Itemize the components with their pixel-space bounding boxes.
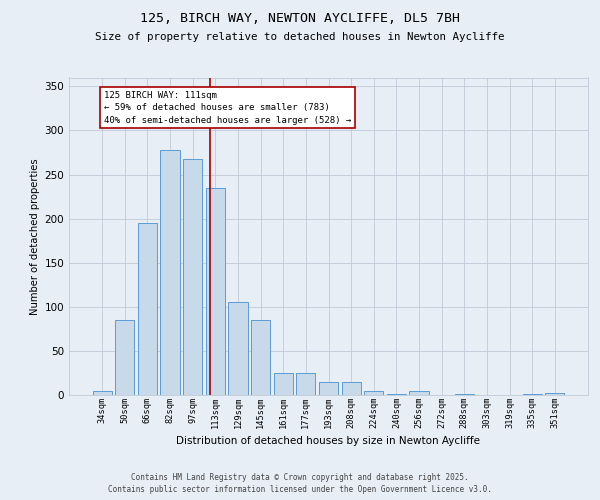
X-axis label: Distribution of detached houses by size in Newton Aycliffe: Distribution of detached houses by size …	[176, 436, 481, 446]
Bar	[455, 394, 474, 395]
Bar	[274, 373, 293, 395]
Bar	[160, 150, 180, 395]
Bar	[341, 382, 361, 395]
Text: Size of property relative to detached houses in Newton Aycliffe: Size of property relative to detached ho…	[95, 32, 505, 42]
Y-axis label: Number of detached properties: Number of detached properties	[30, 158, 40, 314]
Bar	[229, 302, 248, 395]
Bar	[545, 393, 565, 395]
Bar	[364, 390, 383, 395]
Text: 125, BIRCH WAY, NEWTON AYCLIFFE, DL5 7BH: 125, BIRCH WAY, NEWTON AYCLIFFE, DL5 7BH	[140, 12, 460, 26]
Text: Contains HM Land Registry data © Crown copyright and database right 2025.
Contai: Contains HM Land Registry data © Crown c…	[108, 472, 492, 494]
Bar	[183, 158, 202, 395]
Bar	[319, 382, 338, 395]
Bar	[409, 390, 428, 395]
Bar	[251, 320, 270, 395]
Bar	[206, 188, 225, 395]
Bar	[138, 223, 157, 395]
Bar	[92, 390, 112, 395]
Bar	[523, 394, 542, 395]
Bar	[296, 373, 316, 395]
Text: 125 BIRCH WAY: 111sqm
← 59% of detached houses are smaller (783)
40% of semi-det: 125 BIRCH WAY: 111sqm ← 59% of detached …	[104, 90, 351, 124]
Bar	[115, 320, 134, 395]
Bar	[387, 394, 406, 395]
